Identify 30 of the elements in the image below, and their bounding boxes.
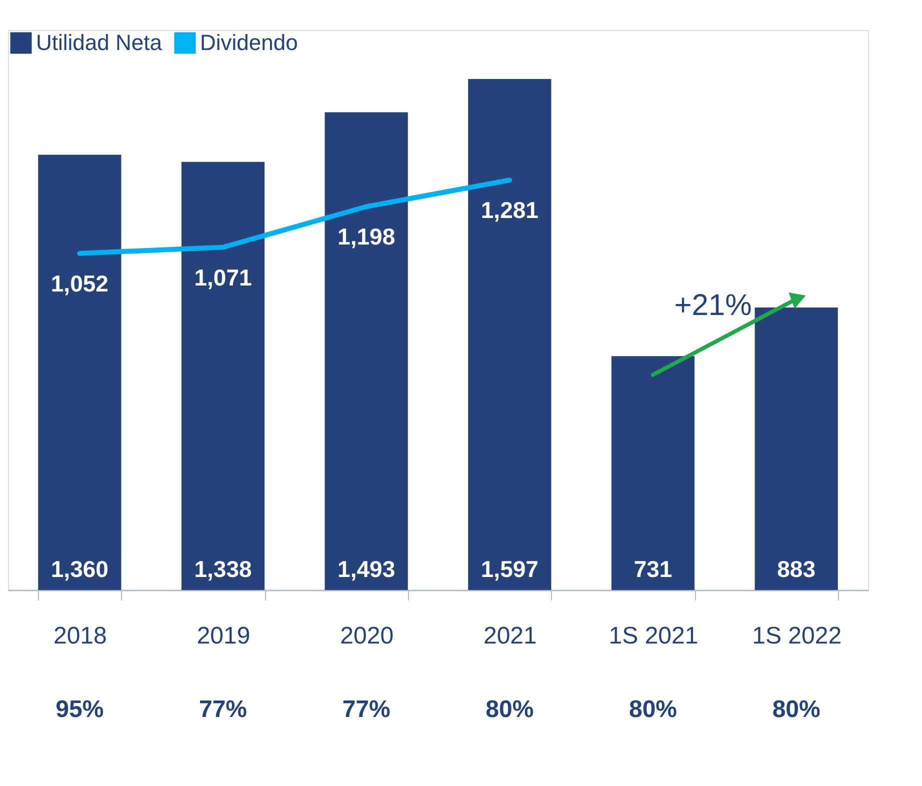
data-label: 883 — [777, 556, 816, 582]
data-label: 1,071 — [194, 264, 252, 290]
legend-label: Utilidad Neta — [36, 30, 163, 55]
x-tick-label: 2019 — [196, 622, 250, 650]
x-tick-label: 1S 2022 — [752, 622, 842, 650]
bar — [181, 162, 265, 590]
x-tick-label: 2020 — [340, 622, 394, 650]
legend-label: Dividendo — [200, 30, 298, 55]
data-label: 1,338 — [194, 556, 252, 582]
bar — [38, 154, 122, 590]
text: 77% — [198, 696, 248, 723]
data-label: 1,493 — [338, 556, 396, 582]
text: 80% — [772, 696, 820, 723]
data-label: 1,360 — [50, 556, 108, 582]
data-label: 1,281 — [480, 197, 539, 224]
x-tick-label: 2018 — [53, 622, 107, 650]
x-tick-label: 2021 — [483, 622, 537, 650]
bar — [324, 112, 408, 590]
annotation: +21% — [674, 289, 752, 322]
text: 80% — [628, 696, 678, 723]
bar — [468, 78, 552, 590]
data-label: 1,052 — [50, 270, 108, 296]
text: 77% — [342, 696, 390, 723]
x-tick-label: 1S 2021 — [608, 622, 698, 650]
data-label: 1,597 — [480, 556, 538, 582]
data-label: 731 — [634, 556, 672, 582]
data-label: 1,198 — [338, 224, 396, 250]
text: 95% — [56, 696, 104, 723]
text: 80% — [486, 696, 534, 723]
bar — [754, 307, 838, 590]
